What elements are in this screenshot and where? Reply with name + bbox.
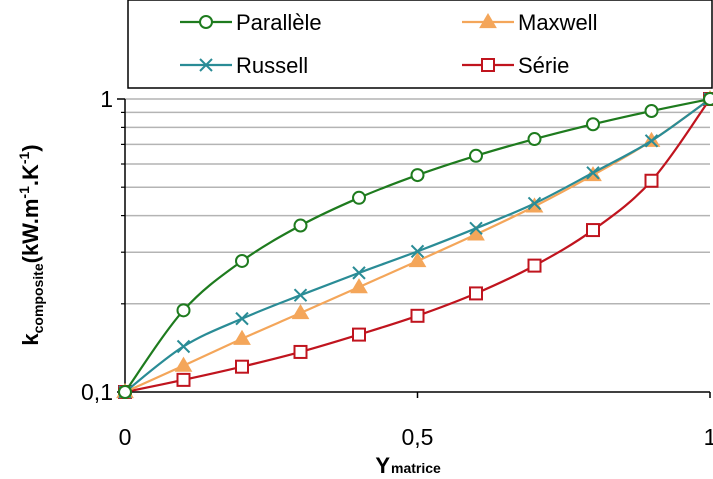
y-axis-title-sub: composite (30, 263, 46, 333)
gridlines (125, 98, 710, 305)
series-line-russell (124, 98, 711, 393)
data-point-russell (176, 339, 191, 354)
tick-labels: 0,1 1 0 0,5 1 (81, 86, 713, 450)
data-point-parallele (293, 218, 308, 233)
data-point-parallele (410, 168, 425, 183)
y-axis-title-sup2: -1 (16, 151, 32, 164)
y-axis-title-sup1: -1 (16, 186, 32, 199)
data-point-maxwell (350, 278, 368, 294)
legend-label-serie: Série (518, 53, 569, 78)
data-point-maxwell (408, 251, 427, 268)
series-parallele (118, 92, 713, 399)
data-point-parallele (176, 303, 191, 318)
legend-label-maxwell: Maxwell (518, 10, 597, 35)
data-point-russell (410, 244, 425, 259)
data-point-maxwell (233, 329, 251, 345)
data-point-russell (352, 266, 366, 280)
data-point-parallele (586, 117, 600, 132)
data-point-parallele (235, 253, 249, 268)
data-point-serie (235, 359, 249, 374)
x-tick-label: 0 (119, 424, 132, 450)
svg-text:kcomposite(kW.m-1.K-1): kcomposite(kW.m-1.K-1) (16, 144, 46, 345)
data-point-russell (293, 288, 308, 302)
data-point-parallele (527, 132, 542, 147)
legend-item-russell: Russell (180, 53, 308, 78)
data-point-russell (235, 311, 249, 326)
x-axis-title: Y matrice (375, 453, 441, 478)
series-serie (118, 92, 713, 399)
y-axis-title: kcomposite(kW.m-1.K-1) (16, 144, 46, 345)
y-axis-title-mid: .K (18, 164, 43, 186)
data-point-serie (410, 308, 425, 323)
series-line-serie (124, 98, 711, 394)
x-tick-label: 1 (704, 424, 713, 450)
axes (117, 98, 711, 398)
series-maxwell (116, 90, 713, 399)
data-point-parallele (352, 190, 366, 205)
data-point-parallele (644, 104, 659, 119)
data-point-parallele (469, 148, 483, 163)
series-russell (118, 92, 713, 399)
series-line-maxwell (124, 98, 711, 394)
data-point-serie (176, 372, 191, 387)
data-point-russell (527, 196, 542, 211)
data-point-parallele (118, 385, 132, 399)
legend-label-parallele: Parallèle (236, 10, 322, 35)
y-tick-label: 1 (100, 86, 113, 112)
y-axis-title-main: k (18, 333, 43, 346)
data-point-maxwell (174, 356, 193, 372)
series-layer (116, 90, 713, 399)
data-point-maxwell (291, 304, 310, 320)
y-axis-title-unit-prefix: (kW.m (18, 199, 43, 264)
x-axis-title-sub: matrice (391, 460, 441, 476)
data-point-serie (586, 223, 600, 238)
series-line-parallele (124, 97, 711, 393)
y-axis-title-unit-suffix: ) (18, 144, 43, 151)
data-point-serie (469, 286, 483, 301)
legend-marker-russell (199, 58, 213, 72)
data-point-russell (644, 134, 659, 148)
data-point-serie (293, 344, 308, 359)
legend: Parallèle Maxwell Russell Série (127, 0, 713, 89)
data-point-serie (527, 258, 542, 273)
legend-item-parallele: Parallèle (180, 10, 322, 35)
data-point-serie (644, 173, 659, 188)
x-tick-label: 0,5 (402, 424, 434, 450)
legend-label-russell: Russell (236, 53, 308, 78)
data-point-serie (352, 327, 366, 342)
data-point-russell (586, 166, 600, 180)
legend-marker-maxwell (479, 13, 497, 29)
legend-item-serie: Série (462, 53, 569, 78)
y-tick-label: 0,1 (81, 379, 113, 405)
legend-item-maxwell: Maxwell (462, 10, 597, 35)
x-axis-title-main: Y (375, 453, 390, 478)
legend-box (127, 0, 713, 89)
data-point-russell (469, 221, 483, 236)
data-point-parallele (703, 92, 713, 106)
legend-marker-serie (481, 58, 495, 72)
legend-marker-parallele (199, 15, 213, 29)
